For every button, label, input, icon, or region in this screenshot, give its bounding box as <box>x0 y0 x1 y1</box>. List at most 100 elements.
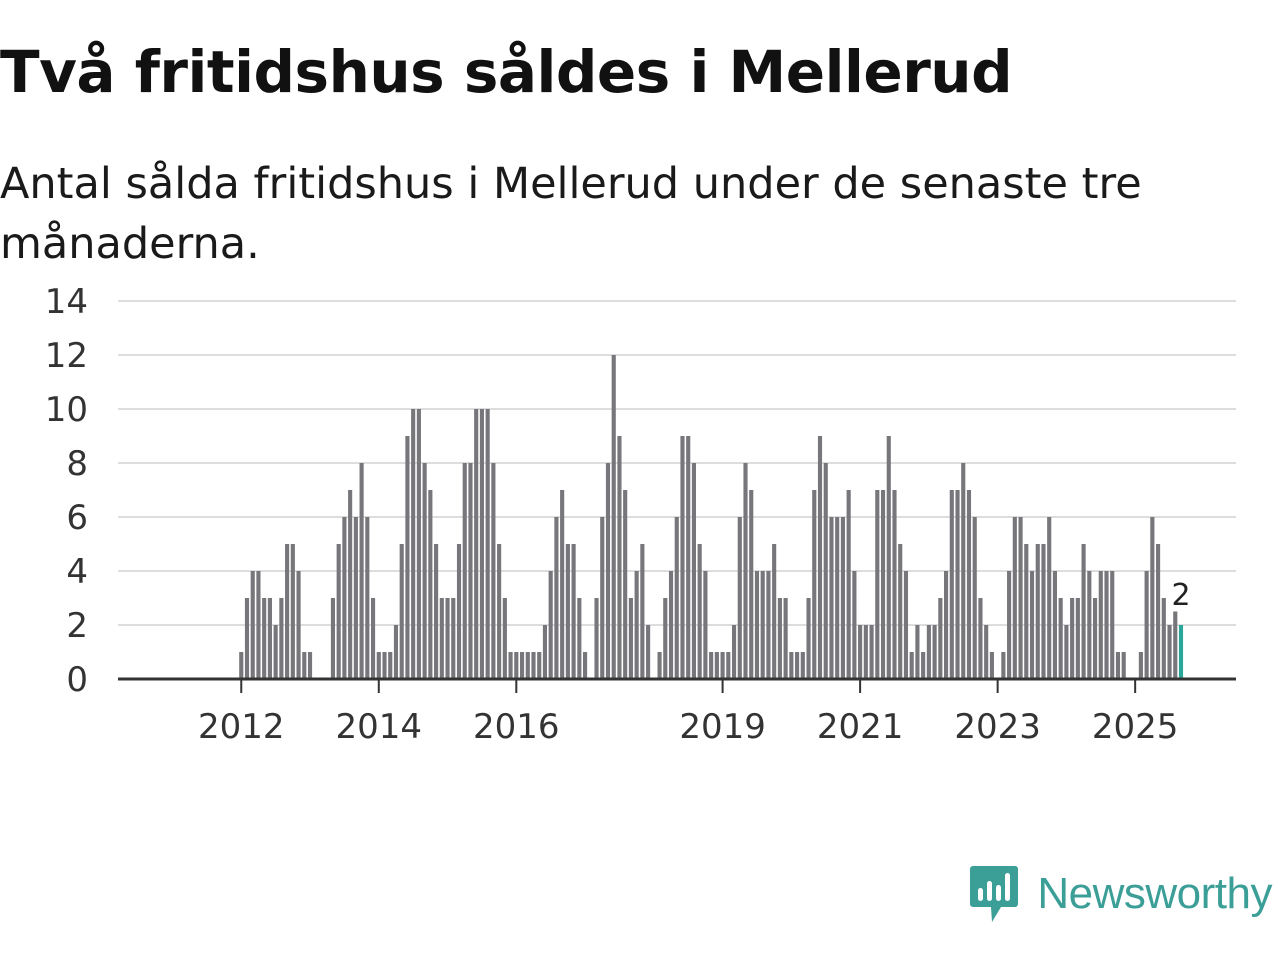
bar <box>972 517 977 679</box>
bar <box>869 625 874 679</box>
bar <box>795 652 800 679</box>
bar <box>348 490 353 679</box>
bars <box>239 355 1184 679</box>
annotations: 2 <box>1171 578 1190 613</box>
bar <box>474 409 479 679</box>
bar <box>657 652 662 679</box>
x-tick-label: 2012 <box>198 707 285 747</box>
bar <box>903 571 909 679</box>
bar <box>1018 517 1023 679</box>
bar <box>560 490 565 679</box>
bar-chart: 0 2 4 6 8 10 12 14 2012 2014 2016 2019 2021 2023 2025… <box>45 282 1236 747</box>
bar <box>1121 652 1126 679</box>
bar <box>290 544 295 679</box>
bar <box>600 517 605 679</box>
y-tick-label: 14 <box>45 282 88 322</box>
newsworthy-logo: Newsworthy <box>969 864 1272 924</box>
bar <box>766 571 771 679</box>
bar <box>479 409 484 679</box>
bar <box>611 355 616 679</box>
bar <box>508 652 513 679</box>
x-tick-label: 2014 <box>336 707 423 747</box>
bar <box>388 652 393 679</box>
bar <box>405 436 410 679</box>
bar <box>605 463 611 679</box>
bar <box>840 517 845 679</box>
bar <box>399 544 404 679</box>
bar <box>531 652 536 679</box>
bar <box>439 598 444 679</box>
bar <box>1098 571 1103 679</box>
bar <box>1150 517 1155 679</box>
bar <box>497 544 502 679</box>
bar <box>537 652 542 679</box>
bar <box>714 652 719 679</box>
bar <box>835 517 840 679</box>
bar-latest <box>1178 625 1184 679</box>
bar <box>686 436 691 679</box>
bar <box>846 490 851 679</box>
bar <box>1156 544 1161 679</box>
bar <box>777 598 782 679</box>
bar <box>382 652 387 679</box>
bar <box>1058 598 1063 679</box>
chart-title: Två fritidshus såldes i Mellerud <box>0 38 1013 106</box>
bar <box>852 571 857 679</box>
bar <box>416 409 421 679</box>
bar <box>565 544 570 679</box>
bar <box>1081 544 1086 679</box>
x-tick-label: 2023 <box>954 707 1041 747</box>
bar <box>984 625 989 679</box>
bar <box>428 490 433 679</box>
bar <box>359 463 364 679</box>
bar <box>1138 652 1143 679</box>
x-tick-label: 2025 <box>1092 707 1179 747</box>
bar <box>955 490 960 679</box>
bar <box>267 598 272 679</box>
bar <box>1110 571 1115 679</box>
bar <box>783 598 788 679</box>
bar <box>1173 611 1178 679</box>
bar <box>909 652 914 679</box>
bar <box>307 652 313 679</box>
bar <box>1029 571 1035 679</box>
bar <box>594 598 599 679</box>
bar <box>370 598 376 679</box>
y-tick-label: 8 <box>66 444 88 484</box>
bar <box>668 571 674 679</box>
bar <box>1115 652 1121 679</box>
y-tick-label: 2 <box>66 606 88 646</box>
bar <box>542 625 548 679</box>
bar <box>250 571 255 679</box>
bar <box>886 436 891 679</box>
bar <box>554 517 559 679</box>
bar <box>583 652 588 679</box>
bar <box>800 652 805 679</box>
bar <box>961 463 966 679</box>
newsworthy-logo-icon <box>970 866 1019 922</box>
bar <box>1041 544 1046 679</box>
chart-subtitle: Antal sålda fritidshus i Mellerud under … <box>0 159 1142 269</box>
bar <box>989 652 994 679</box>
bar <box>353 517 358 679</box>
bar <box>863 625 868 679</box>
bar <box>491 463 496 679</box>
bar <box>1012 517 1017 679</box>
bar <box>875 490 880 679</box>
bar <box>1007 571 1012 679</box>
bar <box>628 598 633 679</box>
bar <box>944 571 949 679</box>
bar <box>422 463 427 679</box>
bar <box>932 625 937 679</box>
bar <box>1052 571 1058 679</box>
bar <box>1161 598 1166 679</box>
bar <box>1064 625 1069 679</box>
bar <box>285 544 290 679</box>
bar <box>445 598 450 679</box>
bar <box>617 436 622 679</box>
bar <box>737 517 742 679</box>
bar <box>663 598 668 679</box>
bar <box>760 571 765 679</box>
bar <box>548 571 553 679</box>
bar <box>921 652 926 679</box>
